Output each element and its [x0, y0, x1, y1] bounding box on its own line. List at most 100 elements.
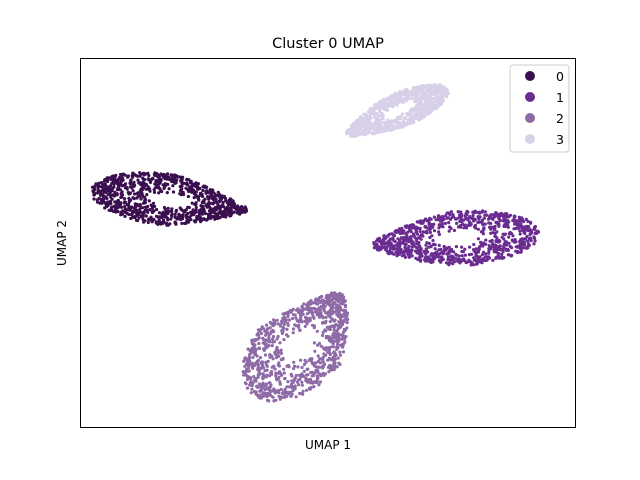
cluster-3-point: [396, 100, 400, 104]
cluster-1-point: [480, 258, 484, 262]
cluster-2-point: [271, 337, 275, 341]
cluster-2-point: [327, 338, 332, 343]
cluster-3-point: [434, 103, 439, 107]
cluster-1-point: [409, 227, 413, 231]
cluster-3-point: [415, 89, 419, 94]
cluster-0-point: [125, 186, 129, 190]
cluster-0-point: [221, 212, 225, 216]
cluster-1-point: [518, 240, 522, 244]
cluster-2-point: [275, 378, 279, 382]
cluster-2-point: [259, 332, 264, 336]
cluster-2-point: [251, 362, 255, 367]
cluster-1-point: [506, 253, 510, 257]
cluster-0-point: [129, 216, 133, 221]
cluster-2-point: [320, 321, 325, 325]
cluster-2-point: [268, 353, 272, 357]
cluster-1-point: [435, 250, 439, 254]
cluster-3-point: [410, 108, 415, 112]
cluster-2-point: [278, 382, 282, 386]
cluster-2-point: [345, 313, 349, 318]
cluster-2-point: [308, 318, 312, 322]
cluster-2-point: [251, 366, 255, 370]
cluster-1-point: [472, 242, 476, 247]
cluster-0-point: [198, 191, 203, 195]
cluster-2-point: [310, 310, 314, 315]
cluster-0-point: [110, 189, 114, 193]
cluster-2-point: [249, 391, 253, 395]
cluster-2-point: [250, 342, 254, 346]
x-axis-label: UMAP 1: [305, 438, 351, 452]
cluster-1-point: [493, 234, 497, 238]
cluster-0-point: [163, 185, 167, 189]
cluster-3-point: [421, 103, 425, 107]
cluster-2-point: [278, 395, 282, 399]
cluster-0-point: [138, 207, 142, 211]
cluster-3-point: [394, 93, 398, 97]
cluster-0-point: [157, 177, 161, 181]
cluster-1-point: [379, 247, 383, 251]
legend-marker-2: [525, 113, 535, 123]
cluster-3-point: [436, 96, 440, 100]
cluster-2-point: [281, 326, 285, 330]
cluster-3-point: [376, 106, 380, 110]
cluster-0-point: [195, 195, 199, 199]
cluster-2-point: [306, 373, 310, 377]
cluster-0-point: [92, 188, 96, 192]
cluster-0-point: [156, 222, 160, 226]
cluster-3-points: [345, 83, 450, 138]
cluster-1-point: [381, 237, 385, 241]
cluster-1-point: [470, 216, 474, 220]
cluster-0-point: [211, 198, 216, 202]
cluster-1-point: [432, 257, 436, 261]
cluster-0-point: [189, 210, 193, 214]
cluster-2-point: [261, 341, 265, 345]
cluster-2-point: [334, 336, 338, 340]
cluster-1-point: [532, 242, 536, 246]
cluster-3-point: [400, 93, 404, 97]
cluster-1-point: [396, 237, 400, 241]
cluster-0-point: [157, 191, 161, 195]
cluster-0-point: [117, 205, 121, 209]
cluster-2-point: [306, 367, 310, 371]
legend-label-2: 2: [556, 111, 564, 126]
cluster-3-point: [390, 124, 394, 128]
cluster-2-point: [274, 349, 278, 353]
cluster-1-point: [520, 246, 524, 250]
cluster-1-point: [498, 244, 502, 248]
cluster-2-point: [255, 362, 259, 366]
cluster-0-point: [194, 218, 198, 222]
cluster-1-point: [491, 258, 495, 262]
cluster-1-point: [475, 262, 479, 266]
cluster-0-point: [156, 174, 160, 178]
cluster-2-point: [323, 300, 327, 304]
cluster-2-point: [291, 307, 295, 311]
cluster-0-point: [243, 210, 247, 214]
cluster-2-point: [323, 321, 328, 325]
cluster-0-point: [92, 193, 96, 197]
cluster-3-point: [373, 132, 377, 136]
cluster-0-point: [203, 211, 207, 216]
cluster-2-point: [343, 328, 347, 333]
cluster-1-point: [494, 211, 498, 215]
cluster-3-point: [402, 97, 406, 101]
cluster-1-point: [408, 223, 412, 228]
cluster-1-point: [456, 210, 460, 214]
cluster-0-point: [148, 189, 152, 193]
cluster-2-point: [318, 300, 322, 304]
cluster-2-point: [320, 357, 324, 361]
cluster-1-point: [506, 225, 510, 229]
cluster-2-point: [337, 308, 341, 312]
cluster-3-point: [366, 110, 370, 114]
cluster-2-point: [287, 392, 291, 396]
cluster-1-point: [438, 252, 442, 256]
cluster-3-point: [417, 101, 421, 105]
cluster-0-point: [244, 207, 248, 211]
cluster-0-point: [143, 205, 147, 209]
cluster-0-point: [144, 187, 149, 191]
cluster-0-point: [157, 218, 161, 222]
cluster-2-point: [282, 322, 286, 327]
cluster-3-point: [355, 129, 359, 133]
cluster-0-point: [113, 205, 117, 209]
cluster-2-point: [321, 371, 325, 375]
cluster-2-point: [338, 317, 343, 321]
